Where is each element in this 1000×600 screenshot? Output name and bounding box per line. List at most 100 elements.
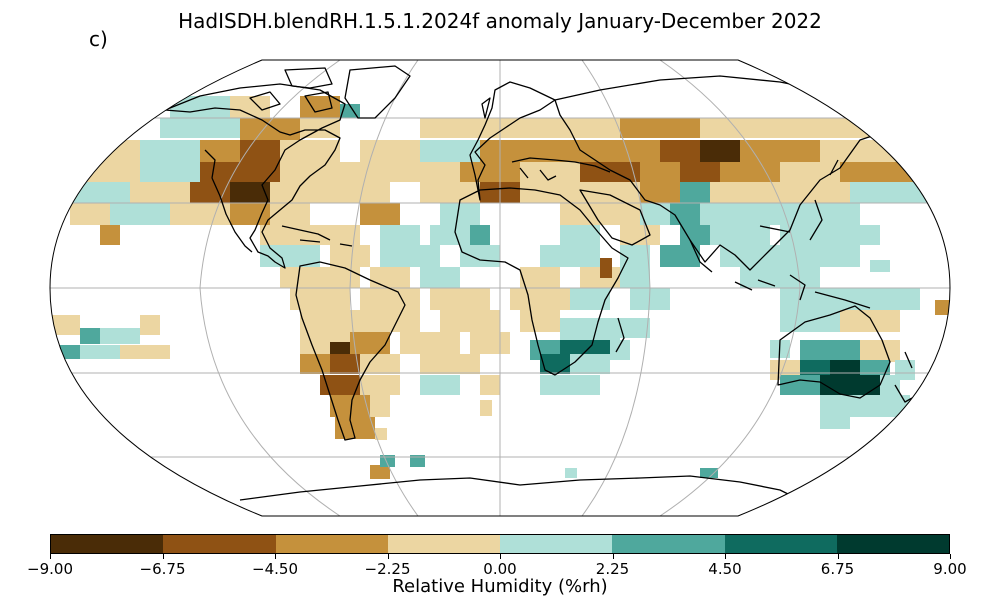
anomaly-cell (700, 468, 718, 478)
anomaly-cell (620, 267, 650, 288)
anomaly-cell (420, 375, 460, 395)
colorbar-tick-label: −4.50 (252, 560, 298, 578)
colorbar-segment (612, 535, 725, 553)
anomaly-cell (700, 118, 820, 138)
anomaly-cell (740, 140, 820, 162)
anomaly-cell (470, 332, 510, 354)
anomaly-cell (335, 417, 375, 439)
anomaly-cell (140, 315, 160, 335)
anomaly-cell (290, 288, 350, 310)
anomaly-cell (560, 203, 600, 225)
colorbar-tick-mark (950, 554, 951, 559)
anomaly-cell (870, 260, 890, 272)
anomaly-cell (820, 417, 850, 429)
anomaly-cell (300, 96, 340, 118)
anomaly-cell (340, 162, 400, 182)
anomaly-cell (330, 354, 360, 374)
anomaly-cell (480, 118, 620, 138)
anomaly-cell (100, 225, 120, 245)
anomaly-cell (280, 140, 340, 162)
anomaly-cell (370, 267, 410, 288)
map-title: HadISDH.blendRH.1.5.1.2024f anomaly Janu… (178, 9, 822, 33)
anomaly-cell (380, 455, 395, 467)
anomaly-cell (375, 428, 387, 440)
anomaly-cell (420, 140, 480, 162)
anomaly-cell (640, 182, 680, 203)
anomaly-cell (330, 245, 370, 267)
colorbar-tick-label: 4.50 (708, 560, 742, 578)
anomaly-cell (400, 162, 460, 182)
meridian-line (199, 60, 341, 516)
anomaly-cell (200, 162, 240, 182)
anomaly-cell (780, 288, 860, 310)
colorbar-tick-mark (387, 554, 389, 559)
anomaly-cell (80, 345, 120, 359)
anomaly-cell (565, 468, 577, 478)
anomaly-cell (660, 140, 700, 162)
colorbar-segment (163, 535, 276, 553)
anomaly-cell (710, 182, 790, 203)
anomaly-cell (400, 332, 460, 354)
anomaly-cell (520, 267, 560, 288)
anomaly-cell (300, 354, 330, 374)
anomaly-cell (510, 288, 570, 310)
anomaly-cell (280, 162, 340, 182)
meridian-line (659, 60, 801, 516)
anomaly-cell (840, 310, 900, 332)
anomaly-cells (50, 96, 950, 479)
anomaly-cell (540, 354, 570, 374)
anomaly-cell (430, 225, 470, 245)
anomaly-cell (620, 225, 660, 245)
anomaly-cell (840, 225, 880, 245)
anomaly-cell (270, 203, 310, 225)
anomaly-cell (700, 203, 760, 225)
anomaly-cell (560, 225, 600, 245)
anomaly-cell (360, 288, 420, 310)
anomaly-cell (270, 182, 330, 203)
anomaly-cell (460, 245, 500, 267)
anomaly-cell (840, 162, 920, 182)
anomaly-cell (130, 182, 190, 203)
anomaly-cell (200, 140, 240, 162)
anomaly-cell (480, 375, 500, 395)
colorbar-tick-label: 6.75 (820, 560, 855, 578)
colorbar-segment (387, 535, 500, 553)
anomaly-cell (860, 340, 900, 362)
anomaly-cell (60, 345, 80, 359)
anomaly-cell (70, 203, 110, 225)
anomaly-cell (700, 140, 740, 162)
colorbar-tick-mark (275, 554, 276, 559)
colorbar-tick-mark (612, 554, 614, 559)
anomaly-cell (230, 182, 270, 203)
anomaly-cell (330, 395, 370, 417)
colorbar-tick-label: −9.00 (27, 560, 73, 578)
panel-label: c) (89, 27, 108, 51)
anomaly-cell (610, 340, 630, 360)
anomaly-cell (120, 345, 170, 359)
anomaly-cell (360, 375, 400, 395)
colorbar-tick-mark (725, 554, 726, 559)
anomaly-cell (710, 225, 770, 245)
anomaly-cell (720, 245, 800, 267)
anomaly-cell (420, 354, 480, 374)
anomaly-cell (600, 203, 640, 225)
anomaly-cell (240, 162, 280, 182)
anomaly-cell (680, 182, 710, 203)
colorbar-tick-label: 2.25 (595, 560, 630, 578)
anomaly-cell (420, 267, 460, 288)
anomaly-cell (350, 332, 390, 354)
colorbar-tick-mark (500, 554, 501, 559)
meridian-line (349, 60, 419, 516)
anomaly-cell (850, 182, 930, 203)
anomaly-cell (280, 267, 360, 288)
anomaly-cell (570, 354, 610, 374)
anomaly-cell (360, 354, 400, 374)
anomaly-cell (780, 375, 820, 395)
anomaly-cell (70, 182, 130, 203)
anomaly-cell (300, 310, 380, 332)
anomaly-cell (880, 375, 900, 395)
anomaly-cell (860, 288, 920, 310)
anomaly-cell (240, 118, 300, 140)
anomaly-cell (820, 140, 880, 162)
anomaly-cell (380, 310, 420, 332)
